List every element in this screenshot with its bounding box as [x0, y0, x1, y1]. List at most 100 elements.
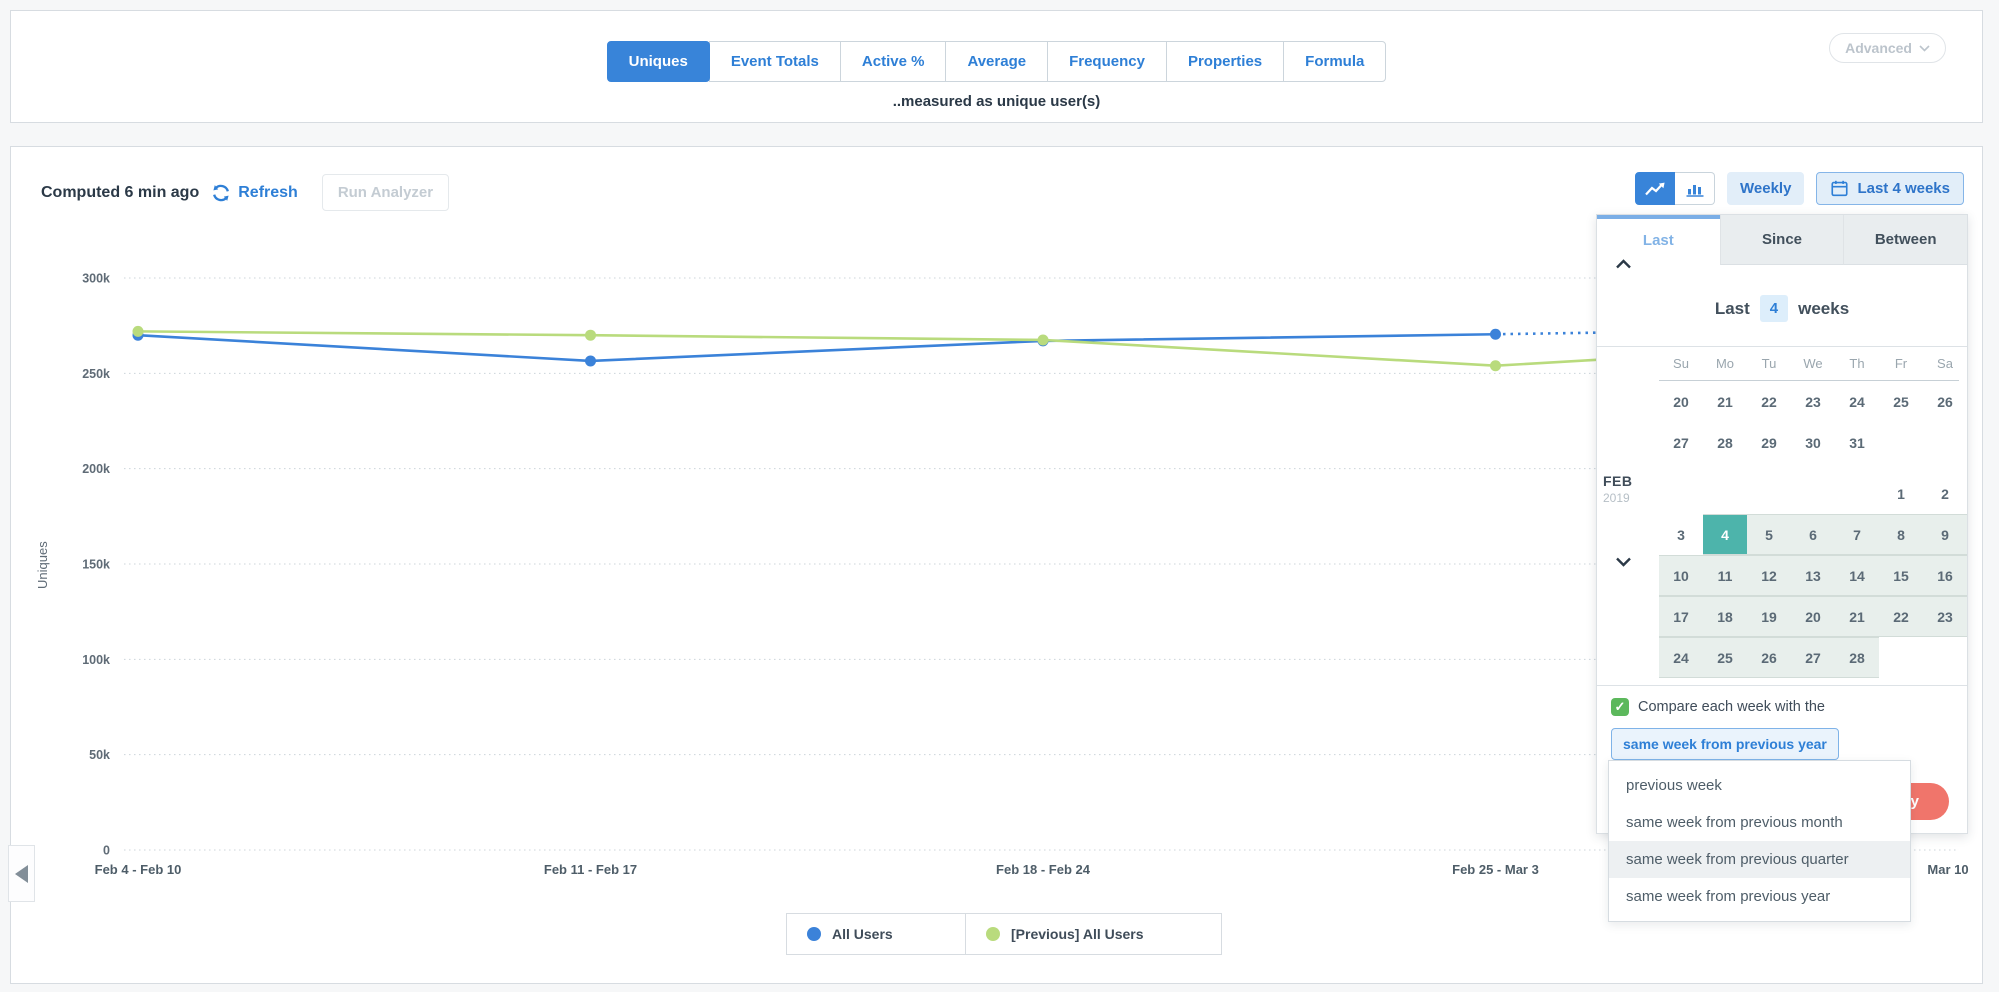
series-line-all-users — [137, 332, 1496, 363]
calendar-day-4[interactable]: 4 — [1703, 514, 1747, 555]
compare-checkbox[interactable]: ✓ — [1611, 698, 1629, 716]
calendar-day-25[interactable]: 25 — [1893, 393, 1909, 410]
day-header-we: We — [1803, 356, 1823, 371]
metric-tab-average[interactable]: Average — [945, 41, 1049, 82]
calendar-day-29[interactable]: 29 — [1761, 434, 1777, 451]
calendar-day-21[interactable]: 21 — [1835, 596, 1879, 637]
calendar-day-22[interactable]: 22 — [1879, 596, 1923, 637]
calendar-day-27[interactable]: 27 — [1791, 637, 1835, 678]
y-tick-label: 150k — [82, 558, 110, 572]
advanced-button[interactable]: Advanced — [1829, 33, 1946, 63]
calendar-scroll-down-button[interactable] — [1613, 553, 1634, 572]
calendar-day-20[interactable]: 20 — [1673, 393, 1689, 410]
interval-button[interactable]: Weekly — [1727, 172, 1805, 205]
metric-tab-event-totals[interactable]: Event Totals — [708, 41, 841, 82]
compare-option-same-week-from-previous-quarter[interactable]: same week from previous quarter — [1609, 841, 1910, 878]
calendar-day-10[interactable]: 10 — [1659, 555, 1703, 596]
date-tab-since[interactable]: Since — [1719, 215, 1844, 265]
calendar-day-12[interactable]: 12 — [1747, 555, 1791, 596]
calendar-day-2[interactable]: 2 — [1941, 485, 1949, 502]
calendar-day-23[interactable]: 23 — [1923, 596, 1967, 637]
data-point-previous-all-users[interactable] — [585, 329, 596, 341]
weeks-count-input[interactable]: 4 — [1759, 295, 1789, 322]
day-header-th: Th — [1849, 356, 1865, 371]
calendar-day-24[interactable]: 24 — [1849, 393, 1865, 410]
chart-type-toggle — [1635, 172, 1715, 205]
calendar-day-22[interactable]: 22 — [1761, 393, 1777, 410]
calendar-empty-cell — [1791, 473, 1835, 514]
calendar-day-16[interactable]: 16 — [1923, 555, 1967, 596]
collapse-left-icon — [15, 864, 28, 883]
legend-dot — [986, 927, 1000, 941]
metric-tab-properties[interactable]: Properties — [1165, 41, 1285, 82]
compare-value-dropdown[interactable]: same week from previous year — [1611, 728, 1839, 760]
refresh-button[interactable]: Refresh — [211, 183, 298, 203]
metric-tab-frequency[interactable]: Frequency — [1047, 41, 1167, 82]
calendar-day-24[interactable]: 24 — [1659, 637, 1703, 678]
legend-label: All Users — [832, 926, 893, 942]
calendar-day-27[interactable]: 27 — [1673, 434, 1689, 451]
compare-option-same-week-from-previous-month[interactable]: same week from previous month — [1626, 814, 1843, 831]
compare-option-same-week-from-previous-year[interactable]: same week from previous year — [1626, 888, 1831, 905]
calendar-empty-cell — [1879, 422, 1923, 463]
date-tab-between[interactable]: Between — [1843, 215, 1968, 265]
calendar-day-3[interactable]: 3 — [1677, 526, 1685, 543]
calendar-day-8[interactable]: 8 — [1879, 514, 1923, 555]
x-tick-label: Feb 18 - Feb 24 — [996, 862, 1091, 877]
calendar-header-rule — [1659, 380, 1959, 381]
calendar-day-5[interactable]: 5 — [1747, 514, 1791, 555]
bar-chart-toggle[interactable] — [1675, 172, 1715, 205]
calendar: Su Mo Tu We Th Fr Sa 20 21 22 23 24 25 26 27 28 29 30 31 F… — [1599, 347, 1967, 678]
calendar-empty-cell — [1659, 473, 1703, 514]
calendar-day-headers: Su Mo Tu We Th Fr Sa — [1599, 347, 1967, 380]
calendar-day-26[interactable]: 26 — [1747, 637, 1791, 678]
calendar-day-9[interactable]: 9 — [1923, 514, 1967, 555]
calendar-day-28[interactable]: 28 — [1717, 434, 1733, 451]
calendar-scroll-up-button[interactable] — [1613, 255, 1634, 274]
calendar-day-31[interactable]: 31 — [1849, 434, 1865, 451]
calendar-day-23[interactable]: 23 — [1805, 393, 1821, 410]
data-point-all-users[interactable] — [585, 355, 596, 367]
metric-tab-formula[interactable]: Formula — [1283, 41, 1387, 82]
date-tab-last[interactable]: Last — [1597, 215, 1720, 265]
calendar-day-7[interactable]: 7 — [1835, 514, 1879, 555]
data-point-previous-all-users[interactable] — [1490, 360, 1501, 372]
y-axis-label: Uniques — [35, 541, 50, 589]
month-year: 2019 — [1603, 491, 1630, 505]
line-chart-toggle[interactable] — [1635, 172, 1675, 205]
data-point-previous-all-users[interactable] — [1037, 334, 1049, 346]
calendar-day-26[interactable]: 26 — [1937, 393, 1953, 410]
last-n-weeks-row: Last 4 weeks — [1597, 295, 1967, 322]
calendar-day-14[interactable]: 14 — [1835, 555, 1879, 596]
compare-checkbox-row[interactable]: ✓ Compare each week with the — [1611, 698, 1825, 716]
calendar-day-18[interactable]: 18 — [1703, 596, 1747, 637]
line-chart-icon — [1645, 182, 1665, 195]
calendar-empty-cell — [1747, 473, 1791, 514]
data-point-all-users[interactable] — [1490, 328, 1501, 340]
calendar-day-19[interactable]: 19 — [1747, 596, 1791, 637]
data-point-previous-all-users[interactable] — [132, 325, 144, 337]
x-tick-label: Feb 4 - Feb 10 — [95, 862, 182, 877]
calendar-day-30[interactable]: 30 — [1805, 434, 1821, 451]
run-analyzer-button[interactable]: Run Analyzer — [321, 174, 450, 211]
date-range-button[interactable]: Last 4 weeks — [1816, 172, 1964, 205]
calendar-day-13[interactable]: 13 — [1791, 555, 1835, 596]
metric-tab-active[interactable]: Active % — [839, 41, 947, 82]
legend-item-all-users[interactable]: All Users — [787, 914, 965, 954]
day-header-su: Su — [1673, 356, 1689, 371]
divider — [1597, 346, 1967, 347]
legend-item-previous-all-users[interactable]: [Previous] All Users — [965, 914, 1164, 954]
calendar-day-6[interactable]: 6 — [1791, 514, 1835, 555]
calendar-day-21[interactable]: 21 — [1717, 393, 1733, 410]
calendar-day-1[interactable]: 1 — [1897, 485, 1905, 502]
metric-tab-uniques[interactable]: Uniques — [606, 41, 710, 82]
calendar-day-20[interactable]: 20 — [1791, 596, 1835, 637]
calendar-day-15[interactable]: 15 — [1879, 555, 1923, 596]
collapse-panel-button[interactable] — [8, 845, 35, 902]
compare-option-previous-week[interactable]: previous week — [1626, 777, 1722, 794]
calendar-day-17[interactable]: 17 — [1659, 596, 1703, 637]
calendar-day-28[interactable]: 28 — [1835, 637, 1879, 678]
calendar-day-11[interactable]: 11 — [1703, 555, 1747, 596]
calendar-day-25[interactable]: 25 — [1703, 637, 1747, 678]
